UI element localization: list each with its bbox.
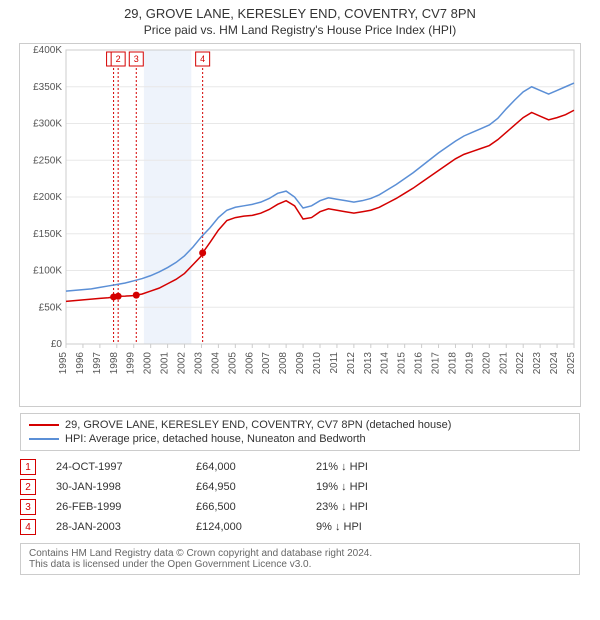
table-row: 1 24-OCT-1997£64,00021% ↓ HPI xyxy=(20,457,580,477)
svg-text:1995: 1995 xyxy=(58,352,69,375)
table-row: 2 30-JAN-1998£64,95019% ↓ HPI xyxy=(20,477,580,497)
row-price: £66,500 xyxy=(196,501,316,513)
svg-text:1998: 1998 xyxy=(109,352,120,375)
legend-swatch xyxy=(29,438,59,440)
row-delta: 19% ↓ HPI xyxy=(316,481,436,493)
row-badge: 1 xyxy=(20,459,36,475)
footer-line-1: Contains HM Land Registry data © Crown c… xyxy=(29,548,571,559)
svg-text:2003: 2003 xyxy=(193,352,204,375)
footer-line-2: This data is licensed under the Open Gov… xyxy=(29,559,571,570)
row-delta: 23% ↓ HPI xyxy=(316,501,436,513)
svg-text:2006: 2006 xyxy=(244,352,255,375)
legend: 29, GROVE LANE, KERESLEY END, COVENTRY, … xyxy=(20,413,580,451)
row-price: £64,950 xyxy=(196,481,316,493)
svg-text:2013: 2013 xyxy=(363,352,374,375)
price-chart: £0 £50K £100K £150K £200K £250K £300K £350K £400… xyxy=(19,43,581,407)
legend-swatch xyxy=(29,424,59,426)
row-delta: 9% ↓ HPI xyxy=(316,521,436,533)
row-date: 26-FEB-1999 xyxy=(56,501,196,513)
svg-text:£0: £0 xyxy=(51,339,63,350)
svg-text:2020: 2020 xyxy=(481,352,492,375)
svg-text:£150K: £150K xyxy=(33,229,62,240)
row-badge: 3 xyxy=(20,499,36,515)
legend-label: 29, GROVE LANE, KERESLEY END, COVENTRY, … xyxy=(65,419,451,431)
svg-text:£100K: £100K xyxy=(33,266,62,277)
svg-text:2016: 2016 xyxy=(414,352,425,375)
svg-text:£300K: £300K xyxy=(33,119,62,130)
svg-text:2018: 2018 xyxy=(447,352,458,375)
svg-text:2017: 2017 xyxy=(431,352,442,375)
svg-text:2025: 2025 xyxy=(566,352,577,375)
transactions-table: 1 24-OCT-1997£64,00021% ↓ HPI 2 30-JAN-1998… xyxy=(20,457,580,537)
svg-text:1999: 1999 xyxy=(126,352,137,375)
page-subtitle: Price paid vs. HM Land Registry's House … xyxy=(6,23,594,37)
svg-text:2001: 2001 xyxy=(160,352,171,375)
row-delta: 21% ↓ HPI xyxy=(316,461,436,473)
svg-text:2023: 2023 xyxy=(532,352,543,375)
svg-text:2007: 2007 xyxy=(261,352,272,375)
row-badge: 2 xyxy=(20,479,36,495)
svg-text:2008: 2008 xyxy=(278,352,289,375)
svg-text:2022: 2022 xyxy=(515,352,526,375)
chart-svg: £0 £50K £100K £150K £200K £250K £300K £350K £400… xyxy=(20,44,580,406)
svg-text:2004: 2004 xyxy=(210,352,221,375)
svg-text:£200K: £200K xyxy=(33,192,62,203)
svg-text:2021: 2021 xyxy=(498,352,509,375)
row-price: £64,000 xyxy=(196,461,316,473)
legend-row: HPI: Average price, detached house, Nune… xyxy=(29,432,571,446)
svg-text:£50K: £50K xyxy=(39,302,63,313)
svg-text:1996: 1996 xyxy=(75,352,86,375)
svg-text:2012: 2012 xyxy=(346,352,357,375)
svg-text:£400K: £400K xyxy=(33,45,62,56)
svg-text:4: 4 xyxy=(200,54,205,64)
row-badge: 4 xyxy=(20,519,36,535)
svg-text:£250K: £250K xyxy=(33,155,62,166)
svg-text:2019: 2019 xyxy=(464,352,475,375)
row-date: 24-OCT-1997 xyxy=(56,461,196,473)
svg-text:2024: 2024 xyxy=(549,352,560,375)
svg-text:2002: 2002 xyxy=(177,352,188,375)
svg-text:2000: 2000 xyxy=(143,352,154,375)
svg-text:3: 3 xyxy=(134,54,139,64)
svg-text:2010: 2010 xyxy=(312,352,323,375)
table-row: 4 28-JAN-2003£124,0009% ↓ HPI xyxy=(20,517,580,537)
legend-label: HPI: Average price, detached house, Nune… xyxy=(65,433,366,445)
row-date: 28-JAN-2003 xyxy=(56,521,196,533)
attribution-footer: Contains HM Land Registry data © Crown c… xyxy=(20,543,580,575)
svg-text:2005: 2005 xyxy=(227,352,238,375)
row-price: £124,000 xyxy=(196,521,316,533)
svg-text:2014: 2014 xyxy=(380,352,391,375)
row-date: 30-JAN-1998 xyxy=(56,481,196,493)
legend-row: 29, GROVE LANE, KERESLEY END, COVENTRY, … xyxy=(29,418,571,432)
svg-text:2015: 2015 xyxy=(397,352,408,375)
svg-text:1997: 1997 xyxy=(92,352,103,375)
svg-text:2011: 2011 xyxy=(329,352,340,374)
svg-text:2009: 2009 xyxy=(295,352,306,375)
page-title: 29, GROVE LANE, KERESLEY END, COVENTRY, … xyxy=(6,6,594,21)
table-row: 3 26-FEB-1999£66,50023% ↓ HPI xyxy=(20,497,580,517)
svg-text:2: 2 xyxy=(116,54,121,64)
svg-text:£350K: £350K xyxy=(33,82,62,93)
